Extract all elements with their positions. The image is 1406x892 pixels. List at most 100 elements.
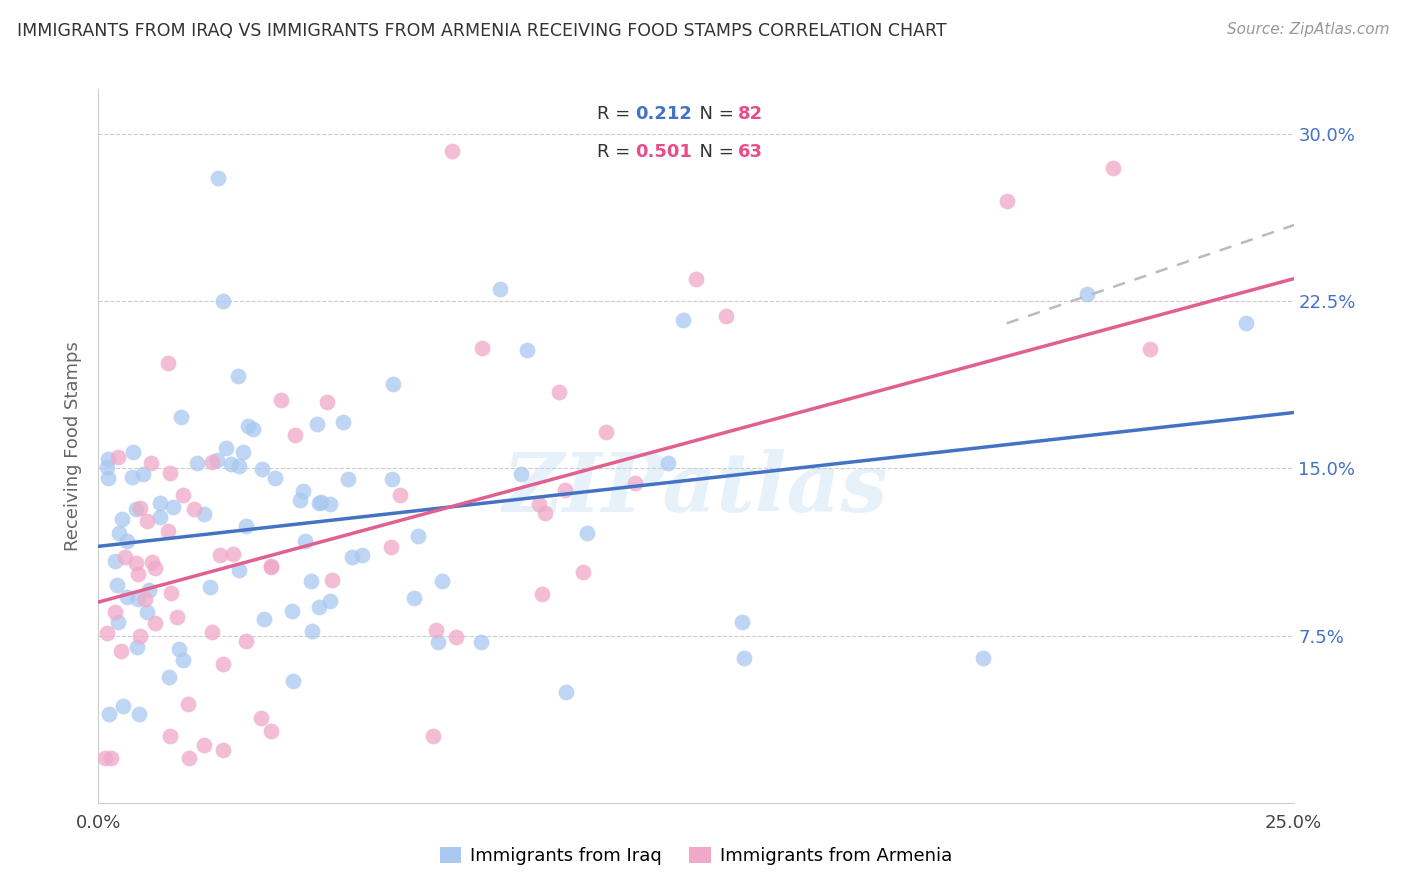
Point xyxy=(228,562,250,576)
Point xyxy=(107,615,129,629)
Text: R =: R = xyxy=(598,105,637,123)
Point xyxy=(270,392,292,407)
Point xyxy=(470,635,492,649)
Point xyxy=(97,451,120,466)
Point xyxy=(527,497,550,511)
Point xyxy=(554,483,576,497)
Point xyxy=(657,456,679,470)
Point xyxy=(96,459,118,474)
Point xyxy=(731,615,754,629)
Point xyxy=(281,604,304,618)
Y-axis label: Receiving Food Stamps: Receiving Food Stamps xyxy=(63,341,82,551)
Point xyxy=(159,466,181,480)
Point xyxy=(236,419,259,434)
Point xyxy=(143,616,166,631)
Point xyxy=(671,312,693,326)
Point xyxy=(157,356,180,370)
Legend: Immigrants from Iraq, Immigrants from Armenia: Immigrants from Iraq, Immigrants from Ar… xyxy=(433,839,959,872)
Point xyxy=(127,567,149,582)
Point xyxy=(595,425,617,439)
Point xyxy=(172,652,194,666)
Point xyxy=(141,457,163,471)
Point xyxy=(141,555,163,569)
Point xyxy=(129,630,152,644)
Point xyxy=(211,294,233,309)
Point xyxy=(685,271,707,285)
Point xyxy=(381,376,404,391)
Point xyxy=(422,729,444,743)
Point xyxy=(284,427,307,442)
Point xyxy=(294,533,316,548)
Point xyxy=(211,657,233,671)
Point xyxy=(115,533,138,548)
Point xyxy=(260,724,283,739)
Point xyxy=(162,500,184,515)
Point xyxy=(215,442,238,456)
Point xyxy=(138,583,160,598)
Text: 82: 82 xyxy=(738,105,763,123)
Point xyxy=(128,501,150,516)
Point xyxy=(235,518,257,533)
Point xyxy=(321,574,343,588)
Point xyxy=(107,450,129,465)
Point xyxy=(104,554,127,568)
Point xyxy=(105,578,128,592)
Point xyxy=(160,586,183,600)
Point xyxy=(149,510,172,524)
Text: IMMIGRANTS FROM IRAQ VS IMMIGRANTS FROM ARMENIA RECEIVING FOOD STAMPS CORRELATIO: IMMIGRANTS FROM IRAQ VS IMMIGRANTS FROM … xyxy=(17,22,946,40)
Point xyxy=(1101,161,1123,176)
Point xyxy=(352,548,374,562)
Point xyxy=(389,488,412,502)
Point xyxy=(554,685,576,699)
Point xyxy=(172,488,194,502)
Point xyxy=(381,472,404,486)
Point xyxy=(440,144,463,158)
Point xyxy=(166,610,188,624)
Point xyxy=(97,706,120,721)
Point xyxy=(402,591,425,605)
Point xyxy=(444,630,467,644)
Point xyxy=(100,751,122,765)
Point xyxy=(110,643,132,657)
Point xyxy=(281,674,304,689)
Point xyxy=(198,580,221,594)
Point xyxy=(250,462,273,476)
Point xyxy=(733,651,755,665)
Text: Source: ZipAtlas.com: Source: ZipAtlas.com xyxy=(1226,22,1389,37)
Point xyxy=(219,457,242,471)
Point xyxy=(143,561,166,575)
Point xyxy=(125,640,148,654)
Point xyxy=(425,623,447,637)
Point xyxy=(136,514,159,528)
Text: N =: N = xyxy=(688,143,740,161)
Text: N =: N = xyxy=(688,105,740,123)
Point xyxy=(170,410,193,425)
Point xyxy=(1139,343,1161,357)
Point xyxy=(226,369,249,384)
Point xyxy=(207,171,229,186)
Point xyxy=(301,624,323,638)
Point xyxy=(406,529,429,543)
Point xyxy=(299,574,322,588)
Point xyxy=(576,525,599,540)
Point xyxy=(193,738,215,752)
Point xyxy=(222,547,245,561)
Point xyxy=(972,651,994,665)
Point xyxy=(430,574,453,589)
Point xyxy=(260,560,283,574)
Point xyxy=(308,496,330,510)
Point xyxy=(149,496,172,510)
Point xyxy=(316,395,339,409)
Point xyxy=(260,559,283,574)
Point xyxy=(305,417,328,431)
Text: 63: 63 xyxy=(738,143,763,161)
Point xyxy=(489,282,512,296)
Point xyxy=(167,642,190,657)
Point xyxy=(201,455,224,469)
Point xyxy=(124,556,146,570)
Point xyxy=(211,742,233,756)
Point xyxy=(318,594,340,608)
Point xyxy=(111,512,134,526)
Point xyxy=(510,467,533,481)
Point xyxy=(177,697,200,711)
